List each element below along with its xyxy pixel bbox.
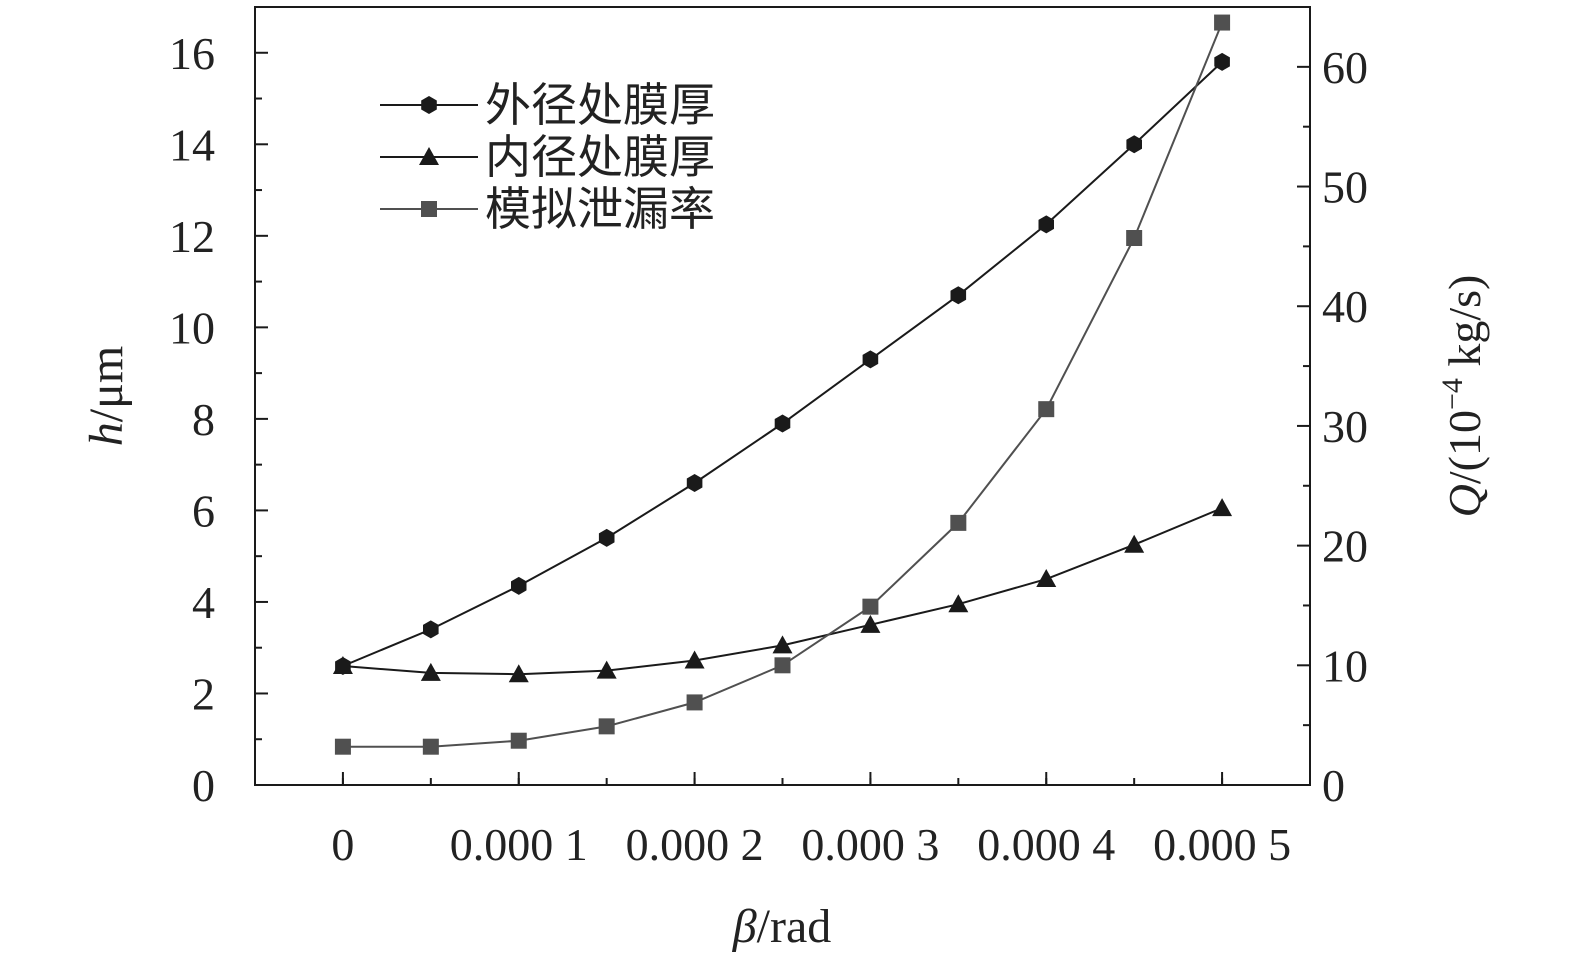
left-y-tick-label: 0	[192, 760, 215, 811]
left-y-tick-label: 10	[169, 302, 215, 353]
left-y-tick-label: 2	[192, 668, 215, 719]
x-tick-label: 0.000 2	[626, 819, 764, 870]
series-2-point	[596, 660, 617, 679]
series-1-point	[686, 474, 703, 492]
left-y-tick-label: 16	[169, 28, 215, 79]
right-y-tick-label: 10	[1322, 640, 1368, 691]
legend-label: 模拟泄漏率	[485, 184, 715, 235]
series-2-point	[1036, 569, 1057, 588]
series-1-point	[1214, 52, 1230, 71]
series-3-point	[334, 738, 351, 755]
series-1-point	[1038, 215, 1054, 234]
right-y-tick-label: 30	[1322, 401, 1368, 452]
series-1-point	[950, 286, 967, 305]
right-y-tick-label: 50	[1322, 162, 1368, 213]
series-2-point	[684, 650, 705, 669]
series-1-point	[862, 350, 879, 369]
series-2-point	[948, 594, 969, 613]
left-y-tick-label: 14	[169, 119, 215, 170]
series-3-point	[1038, 401, 1055, 418]
legend-marker	[421, 201, 437, 217]
x-tick-label: 0.000 1	[450, 819, 588, 870]
series-2-point	[508, 664, 529, 683]
right-y-tick-label: 20	[1322, 521, 1368, 572]
series-1-point	[1126, 135, 1142, 154]
series-2-point	[772, 635, 793, 654]
series-2-point	[860, 614, 881, 633]
left-y-tick-label: 4	[192, 577, 215, 628]
left-y-tick-label: 8	[192, 394, 215, 445]
series-3-point	[862, 598, 879, 615]
series-3-point	[774, 657, 791, 674]
series-3-point	[422, 738, 439, 755]
series-1-point	[598, 528, 615, 547]
series-1-point	[423, 620, 439, 639]
left-y-tick-label: 6	[192, 485, 215, 536]
x-axis-title: β/rad	[732, 900, 832, 953]
right-y-tick-label: 60	[1322, 42, 1368, 93]
legend-label: 内径处膜厚	[485, 132, 715, 183]
right-y-tick-label: 40	[1322, 281, 1368, 332]
right-y-tick-label: 0	[1322, 760, 1345, 811]
series-3	[334, 14, 1231, 755]
legend-marker	[419, 147, 439, 165]
series-3-point	[1126, 230, 1143, 247]
x-tick-label: 0.000 5	[1153, 819, 1291, 870]
series-2-point	[1124, 534, 1145, 553]
left-y-tick-label: 12	[169, 211, 215, 262]
series-3-point	[950, 514, 967, 531]
series-2-point	[332, 656, 353, 675]
legend-label: 外径处膜厚	[485, 80, 715, 131]
left-y-axis-title: h/μm	[80, 346, 133, 446]
x-tick-label: 0.000 3	[801, 819, 939, 870]
series-2-point	[1212, 498, 1233, 517]
series-3-point	[510, 732, 527, 749]
series-2	[332, 498, 1233, 683]
series-3-point	[1214, 14, 1231, 31]
series-1-line	[342, 61, 1223, 667]
x-tick-label: 0	[331, 819, 354, 870]
series-2-point	[420, 662, 441, 681]
series-1-point	[511, 576, 527, 595]
series-3-point	[686, 694, 703, 711]
series-3-point	[598, 718, 615, 735]
series-1-point	[774, 414, 791, 433]
legend-marker	[421, 96, 437, 114]
series-1	[335, 52, 1230, 675]
right-y-axis-title: Q/(10−4 kg/s)	[1436, 275, 1490, 518]
x-tick-label: 0.000 4	[977, 819, 1115, 870]
